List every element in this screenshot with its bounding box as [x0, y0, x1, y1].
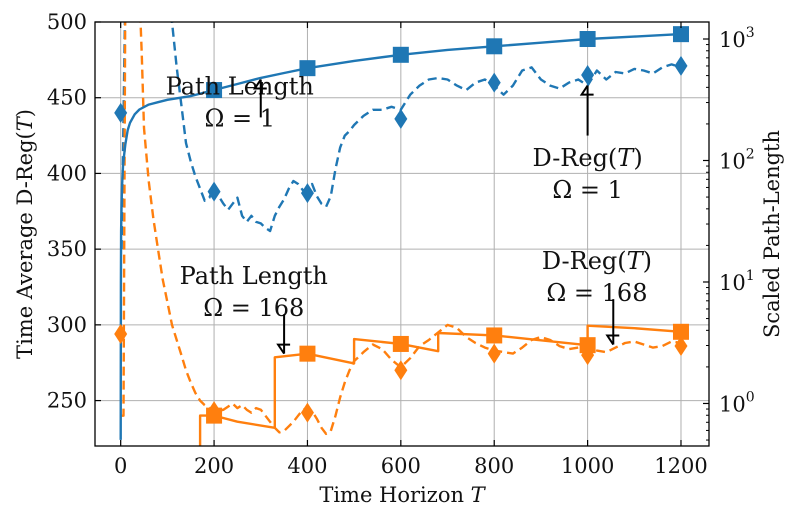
annotation-arrow-head: [252, 78, 267, 90]
x-tick-label: 800: [474, 454, 514, 478]
x-tick-label: 1200: [654, 454, 707, 478]
y-right-tick-label: 101: [719, 268, 755, 295]
diamond-marker: [207, 181, 221, 202]
grid: [95, 21, 709, 446]
x-tick-label: 1000: [561, 454, 614, 478]
annotation-arrow-head: [276, 343, 291, 355]
plot-frame: [94, 21, 710, 447]
annotation-text: Ω = 1: [552, 176, 623, 204]
series-line: [119, 32, 682, 440]
square-marker: [206, 407, 223, 424]
square-marker: [579, 31, 596, 48]
square-marker: [206, 82, 223, 99]
square-marker: [486, 38, 503, 55]
diamond-marker: [394, 360, 408, 381]
y-left-tick-label: 450: [47, 86, 87, 110]
axis-titles: Time Horizon T Time Average D-Reg(T) Scale…: [13, 109, 784, 507]
diamond-marker: [114, 323, 128, 344]
square-marker: [392, 335, 409, 352]
diamond-marker: [394, 108, 408, 129]
y-right-tick-label: 102: [719, 146, 755, 173]
diamond-marker: [300, 183, 314, 204]
diamond-marker: [581, 65, 595, 85]
annotation-text: Ω = 1: [204, 105, 275, 133]
square-marker: [299, 60, 316, 77]
y-left-tick-label: 300: [47, 313, 87, 337]
annotation-text: Ω = 168: [546, 279, 647, 307]
y-left-tick-label: 500: [47, 10, 87, 34]
square-marker: [579, 337, 596, 354]
square-marker: [672, 26, 689, 43]
x-axis-title: Time Horizon T: [319, 483, 486, 507]
y-left-axis-title: Time Average D-Reg(T): [13, 109, 37, 359]
axis-ticks: 0 200 400 600 800 1000 1200 250 300 350 400 450 500 1…: [47, 10, 755, 478]
series-line: [120, 22, 682, 250]
square-marker: [299, 345, 316, 362]
square-marker: [486, 327, 503, 344]
y-left-tick-label: 400: [47, 161, 87, 185]
y-right-tick-label: 100: [719, 389, 755, 416]
series-group: [114, 22, 689, 446]
diamond-marker: [300, 402, 314, 423]
annotation-text: D-Reg(T): [533, 144, 643, 172]
y-right-axis-title: Scaled Path-Length: [760, 130, 784, 338]
annotation-arrow-head: [579, 85, 594, 96]
annotation-text: D-Reg(T): [542, 247, 652, 275]
square-marker: [392, 46, 409, 63]
diamond-marker: [674, 55, 688, 76]
annotations: Path Length Ω = 1 D-Reg(T) Ω = 1 Path Length…: [166, 73, 652, 355]
square-marker: [672, 323, 689, 340]
y-right-tick-label: 103: [719, 25, 755, 52]
x-tick-label: 600: [381, 454, 421, 478]
y-left-tick-label: 250: [47, 389, 87, 413]
diamond-marker: [114, 102, 128, 123]
plot-series: [114, 22, 689, 446]
annotation-text: Path Length: [180, 262, 328, 290]
x-tick-label: 400: [287, 454, 327, 478]
diamond-marker: [487, 72, 501, 93]
diamond-marker: [487, 343, 501, 364]
y-left-tick-label: 350: [47, 237, 87, 261]
diamond-marker: [674, 336, 688, 357]
annotation-text: Path Length: [166, 73, 314, 101]
x-tick-label: 200: [194, 454, 234, 478]
x-tick-label: 0: [114, 454, 127, 478]
annotation-arrow-head: [605, 334, 620, 346]
annotation-text: Ω = 168: [203, 294, 304, 322]
